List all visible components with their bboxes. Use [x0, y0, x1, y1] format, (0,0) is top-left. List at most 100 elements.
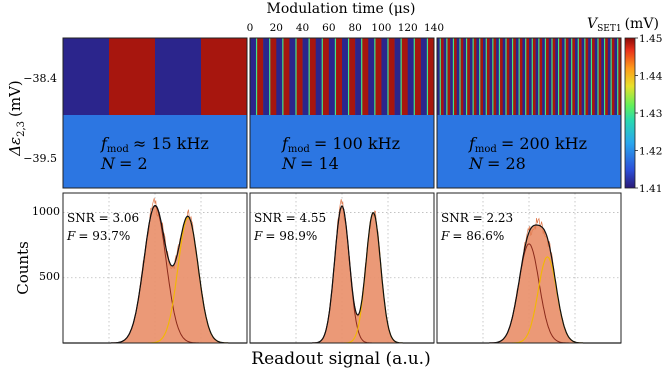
fmod-symbol: f [281, 134, 291, 153]
heatmap-segment [296, 38, 303, 115]
heatmap-segment [535, 38, 540, 115]
heatmap-segment [591, 38, 596, 115]
heatmap-transition [465, 38, 468, 115]
heatmap-segment [502, 38, 507, 115]
x-axis-label: Readout signal (a.u.) [251, 349, 430, 369]
histogram-frame [436, 192, 622, 344]
colorbar-var: V [587, 16, 599, 32]
heatmap-transition [597, 38, 599, 115]
fmod-label: fmod = 100 kHz [281, 134, 400, 155]
colorbar-tick-1.41: 1.41 [639, 183, 662, 195]
heatmap-segment [460, 38, 464, 115]
fmod-symbol: f [100, 134, 110, 153]
top-tick-120: 120 [398, 22, 418, 34]
fidelity-value: = 98.9% [265, 229, 317, 243]
heatmap-background [437, 115, 621, 188]
heatmap-transition [426, 38, 429, 115]
heatmap-segment [575, 38, 579, 115]
heatmap-transition [308, 38, 310, 115]
heatmap-transition [511, 38, 514, 115]
snr-label: SNR = 3.06 [67, 211, 139, 225]
histogram-bottom-right: SNR = 2.23 F = 86.6% [436, 192, 622, 344]
fmod-subscript: mod [475, 144, 498, 155]
heatmap-segment [611, 38, 615, 115]
top-tick-80: 80 [348, 22, 361, 34]
heatmap-segment [601, 38, 605, 115]
heatmap-segment [542, 38, 546, 115]
heatmap-segment [450, 38, 454, 115]
heatmap-segment [473, 38, 477, 115]
heatmap-segment [443, 38, 448, 115]
heatmap-segment [282, 38, 290, 115]
top-tick-0: 0 [247, 22, 254, 34]
fidelity-value: = 86.6% [452, 229, 504, 243]
heatmap-segment [522, 38, 527, 115]
colorbar-tick-1.43: 1.43 [639, 108, 662, 120]
heatmap-transition [571, 38, 573, 115]
top-tick-60: 60 [322, 22, 335, 34]
heatmap-segment [555, 38, 559, 115]
heatmap-transition [551, 38, 553, 115]
heatmap-segment [489, 38, 494, 115]
heatmap-transition [400, 38, 402, 115]
heatmap-segment [588, 38, 592, 115]
heatmap-segment [509, 38, 513, 115]
heatmap-segment [466, 38, 471, 115]
histogram-fill [250, 206, 434, 343]
heatmap-segment [469, 38, 474, 115]
histogram-fill [437, 225, 621, 343]
heatmap-transition [603, 38, 606, 115]
histogram-bottom-left: SNR = 3.06 F = 93.7% [62, 192, 248, 344]
heatmap-segment [427, 38, 435, 115]
heatmap-segment [414, 38, 422, 115]
fidelity-label: F = 98.9% [253, 229, 317, 243]
heatmap-transition [492, 38, 494, 115]
histogram-bottom-center: SNR = 4.55 F = 98.9% [249, 192, 435, 344]
n-symbol: N [281, 154, 297, 173]
heatmap-segment [598, 38, 602, 115]
fmod-value: ≈ 15 kHz [133, 134, 209, 153]
heatmap-transition [617, 38, 619, 115]
heatmap-segment [407, 38, 415, 115]
n-value: = 14 [300, 154, 339, 173]
heatmap-segment [401, 38, 409, 115]
heatmap-transition [590, 38, 593, 115]
histogram-frame [249, 192, 435, 344]
n-symbol: N [468, 154, 484, 173]
snr-text: SNR [67, 211, 99, 225]
top-axis-ticks: 0 20 40 60 80 100 120 140 [247, 22, 444, 34]
heatmap-segment [355, 38, 363, 115]
n-label: N = 28 [468, 154, 526, 173]
heatmap-transition [255, 38, 258, 115]
n-value: = 28 [487, 154, 526, 173]
heatmap-segment [315, 38, 323, 115]
heatmap-transition [577, 38, 579, 115]
snr-value: = 3.06 [99, 211, 140, 225]
heatmap-segment [594, 38, 599, 115]
heatmap-segment [565, 38, 569, 115]
heatmap-segment [561, 38, 566, 115]
heatmap-segment [309, 38, 317, 115]
y-tick-top-2: −39.5 [23, 152, 57, 165]
heatmap-segment [515, 38, 520, 115]
histogram-frame [62, 192, 248, 344]
heatmap-segment [388, 38, 395, 115]
heatmap-segment [201, 38, 248, 115]
heatmap-transition [361, 38, 363, 115]
heatmap-segment [545, 38, 550, 115]
fmod-subscript: mod [288, 144, 311, 155]
snr-value: = 2.23 [473, 211, 514, 225]
heatmap-segment [499, 38, 504, 115]
heatmap-transition [452, 38, 455, 115]
heatmap-transition [295, 38, 297, 115]
colorbar-unit: (mV) [625, 16, 659, 32]
top-tick-40: 40 [296, 22, 309, 34]
fmod-label: fmod = 200 kHz [468, 134, 587, 155]
fmod-label: fmod ≈ 15 kHz [100, 134, 209, 155]
heatmap-transition [557, 38, 560, 115]
heatmap-segment [548, 38, 553, 115]
heatmap-transition [498, 38, 501, 115]
